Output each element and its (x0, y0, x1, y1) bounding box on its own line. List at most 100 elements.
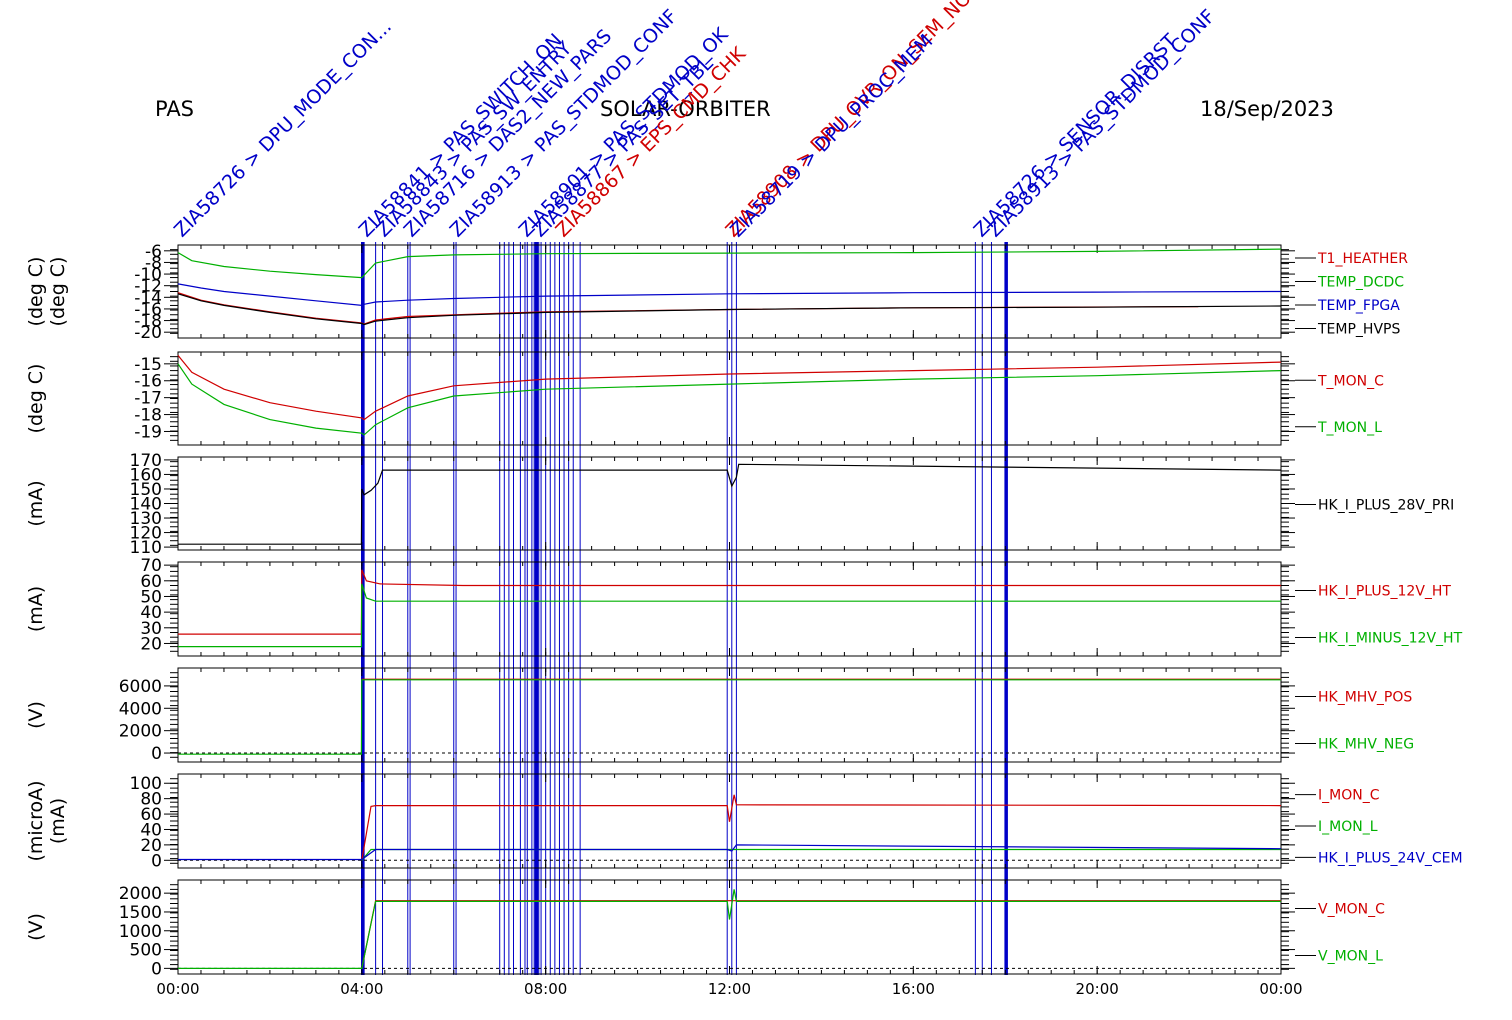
event-label: ZIA58913 > PAS_STDMOD_CONF (983, 5, 1219, 241)
y-tick-label: 2000 (119, 884, 162, 904)
instrument-label: PAS (155, 97, 195, 121)
series-line-t-mon-l (177, 363, 1282, 436)
y-tick-label: 2000 (119, 722, 162, 742)
y-tick-label: 60 (140, 572, 162, 592)
panel-1: -6-8-10-12-14-16-18-20 (deg C) (deg C) T1_H… (25, 242, 1408, 343)
panel-frame (177, 879, 1282, 975)
series-line-t-mon-c (177, 355, 1282, 421)
panel-2: -15-16-17-18-19 (deg C) T_MON_C T_MON_L (25, 351, 1384, 446)
series-line-hk-mhv-neg (178, 679, 1281, 755)
y-tick-label: 170 (130, 451, 162, 471)
y-tick-label: -15 (134, 355, 162, 375)
y-tick-label: 0 (151, 851, 162, 871)
x-tick-label: 16:00 (892, 980, 935, 998)
y-axis-label: (deg C) (25, 364, 47, 434)
y-axis-label: (mA) (25, 586, 47, 632)
legend-entry: T_MON_L (1317, 420, 1382, 436)
series-line-temp-dcdc (177, 248, 1282, 279)
legend-entry: V_MON_C (1318, 902, 1385, 918)
y-tick-label: 6000 (119, 677, 162, 697)
y-tick-label: 0 (151, 744, 162, 764)
y-tick-label: 160 (130, 465, 162, 485)
y-axis-label: (microA) (25, 780, 47, 861)
y-tick-label: 110 (130, 538, 162, 558)
x-tick-label: 08:00 (524, 980, 567, 998)
x-tick-label: 00:00 (1259, 980, 1302, 998)
y-tick-label: 40 (140, 603, 162, 623)
legend-entry: HK_I_PLUS_24V_CEM (1318, 850, 1463, 866)
series-line-v-mon-l (178, 889, 1281, 970)
y-axis-label: (V) (25, 913, 47, 941)
y-tick-label: 140 (130, 495, 162, 515)
event-labels: ZIA58726 > DPU_MODE_CON...ZIA58841 > PAS… (170, 0, 1220, 242)
y-axis-label-2: (mA) (47, 798, 69, 844)
series-line-t1-heather (177, 292, 1199, 325)
y-tick-label: 1000 (119, 922, 162, 942)
y-axis-label: (V) (25, 701, 47, 729)
y-tick-label: -12 (134, 277, 162, 297)
y-tick-label: -19 (134, 422, 162, 442)
series-line-hk-i-plus-28v-pri (178, 463, 1282, 545)
legend-entry: T_MON_C (1317, 373, 1384, 389)
legend-entry: TEMP_HVPS (1317, 322, 1400, 338)
y-tick-label: 40 (140, 820, 162, 840)
legend-entry: HK_I_PLUS_28V_PRI (1318, 498, 1454, 514)
y-axis-label-2: (deg C) (47, 257, 69, 327)
x-axis: 00:00 04:00 08:00 12:00 16:00 20:00 00:00 (156, 980, 1302, 998)
series-line-temp-hvps (177, 293, 1282, 326)
series-line-hk-i-plus-24v-cem (178, 844, 1282, 861)
legend-entry: V_MON_L (1318, 949, 1383, 965)
y-tick-label: -6 (145, 242, 162, 262)
event-lines (361, 242, 1008, 975)
y-tick-label: -14 (134, 288, 162, 308)
panel-frame (177, 561, 1282, 657)
y-tick-label: 120 (130, 524, 162, 544)
y-tick-label: 130 (130, 509, 162, 529)
y-axis-label: (mA) (25, 480, 47, 526)
legend-entry: I_MON_L (1318, 819, 1378, 835)
y-tick-label: -10 (134, 265, 162, 285)
series-line-hk-i-minus-12v-ht (178, 583, 1281, 648)
y-tick-label: 100 (130, 774, 162, 794)
legend-entry: HK_MHV_POS (1318, 690, 1412, 706)
series-line-i-mon-l (361, 848, 1281, 861)
mission-label: SOLAR-ORBITER (600, 97, 771, 121)
y-tick-label: 20 (140, 836, 162, 856)
y-tick-label: 50 (140, 587, 162, 607)
event-label: ZIA58719 > DPU_PROC_MEM (726, 30, 937, 241)
y-tick-label: 150 (130, 480, 162, 500)
event-label: ZIA58726 > DPU_MODE_CON... (170, 16, 396, 242)
y-tick-label: -18 (134, 406, 162, 426)
series-line-i-mon-c (361, 794, 1282, 861)
y-tick-label: -8 (145, 253, 162, 273)
legend-entry: TEMP_FPGA (1317, 298, 1400, 314)
panel-frame (177, 456, 1282, 551)
x-tick-label: 12:00 (708, 980, 751, 998)
x-tick-label: 00:00 (156, 980, 199, 998)
y-tick-label: -16 (134, 372, 162, 392)
legend-entry: HK_MHV_NEG (1318, 737, 1414, 753)
y-tick-label: 70 (140, 556, 162, 576)
y-tick-label: -18 (134, 312, 162, 332)
series-line-temp-fpga (177, 283, 1282, 307)
legend-entry: TEMP_DCDC (1317, 275, 1404, 291)
y-tick-label: -17 (134, 389, 162, 409)
y-axis-label: (deg C) (25, 257, 47, 327)
y-tick-label: 1500 (119, 903, 162, 923)
x-tick-label: 04:00 (340, 980, 383, 998)
y-tick-label: 60 (140, 805, 162, 825)
y-tick-label: 500 (130, 941, 162, 961)
y-tick-label: 30 (140, 619, 162, 639)
panel-frame (177, 667, 1282, 763)
date-label: 18/Sep/2023 (1200, 97, 1334, 121)
series-line-hk-i-plus-12v-ht (178, 569, 1281, 635)
y-tick-label: 0 (151, 959, 162, 979)
y-tick-label: 80 (140, 790, 162, 810)
y-tick-label: 20 (140, 634, 162, 654)
